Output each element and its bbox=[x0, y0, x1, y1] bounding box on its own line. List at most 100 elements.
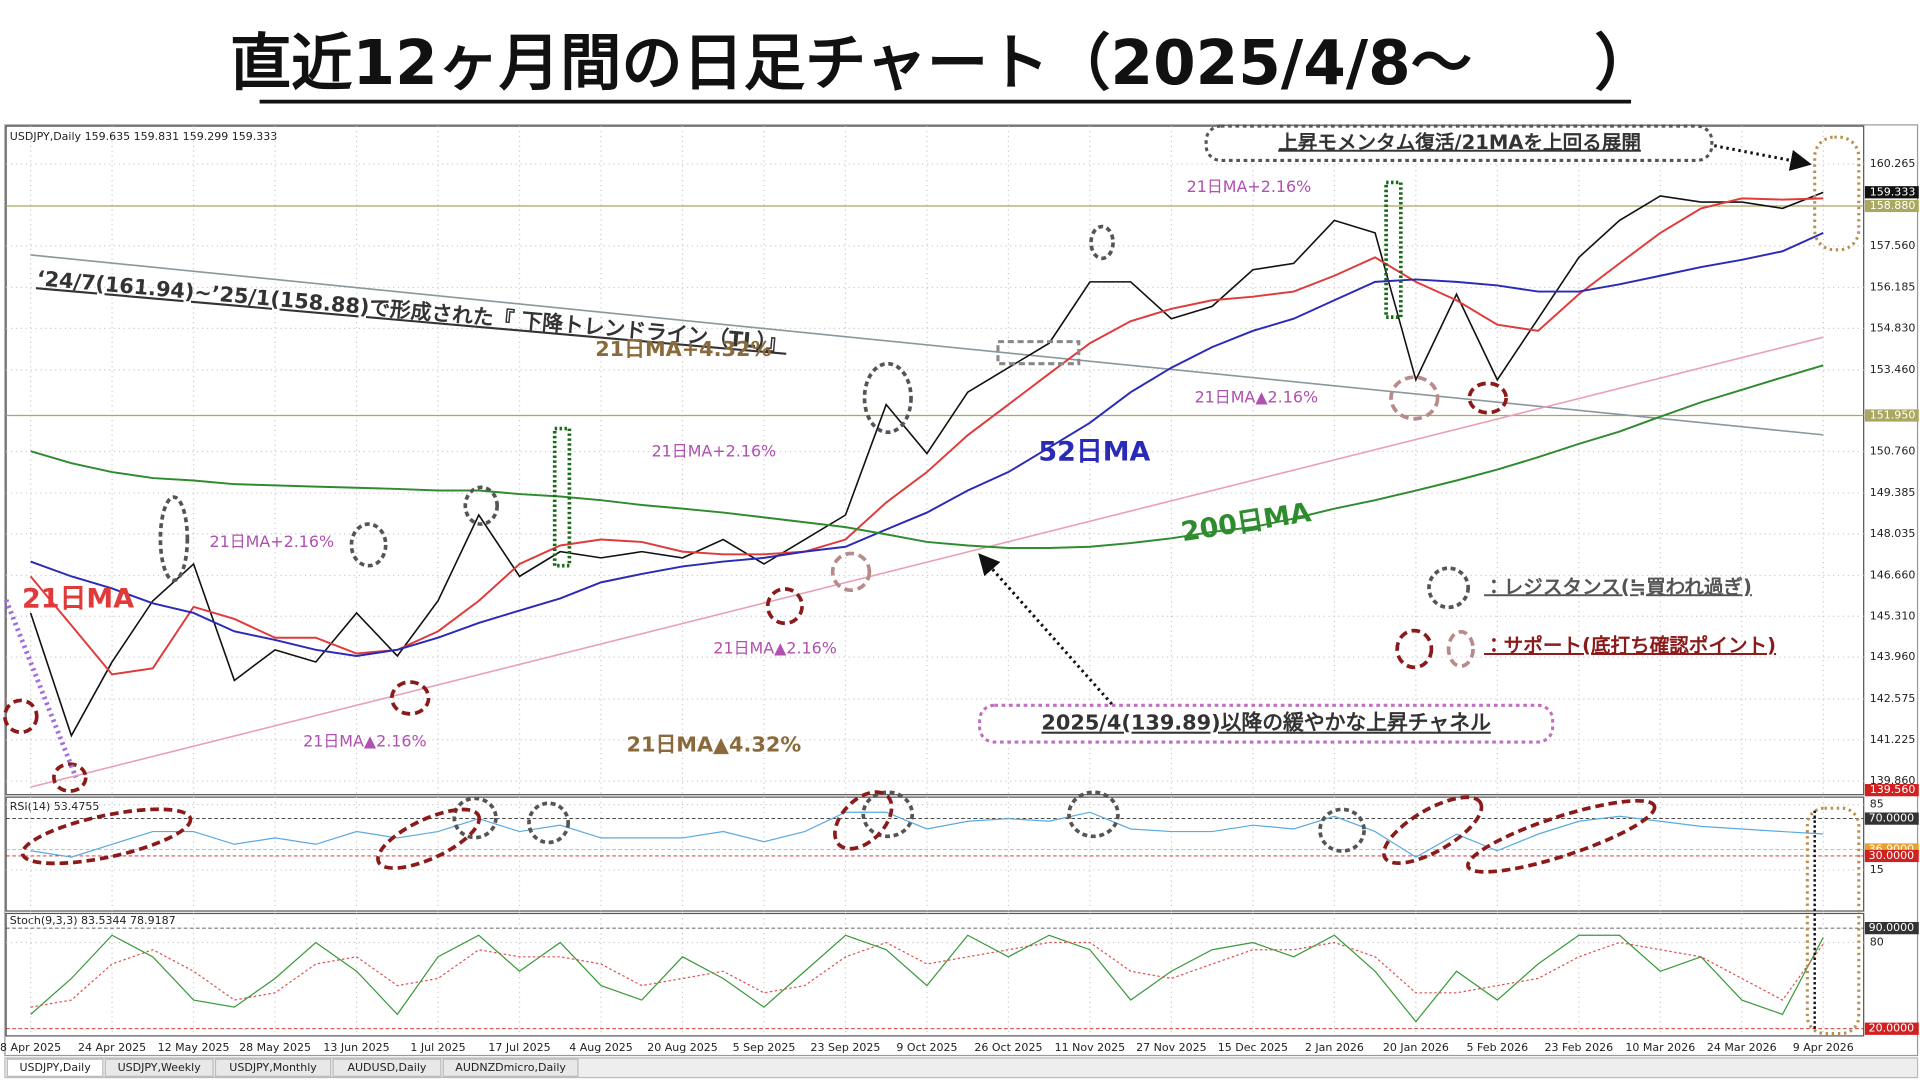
marker-circle bbox=[1446, 630, 1475, 668]
marker-circle bbox=[390, 680, 431, 716]
annotation: ：サポート(底打ち確認ポイント) bbox=[1484, 634, 1776, 657]
tab[interactable] bbox=[6, 1058, 104, 1077]
y-tick-label: 80 bbox=[1870, 936, 1884, 949]
rsi-header: RSI(14) 53.4755 bbox=[10, 800, 100, 813]
annotation: 21日MA+2.16% bbox=[1187, 177, 1312, 196]
annotation: ：レジスタンス(≒買われ過ぎ) bbox=[1484, 575, 1752, 598]
level-label: 20.0000 bbox=[1869, 1022, 1915, 1035]
marker-box bbox=[996, 340, 1081, 366]
annotation-box bbox=[1204, 124, 1714, 162]
trendline bbox=[30, 336, 1824, 788]
y-tick-label: 146.660 bbox=[1870, 568, 1916, 581]
y-tick-label: 154.830 bbox=[1870, 321, 1916, 334]
x-tick-label: 1 Jul 2025 bbox=[410, 1041, 465, 1054]
marker-circle bbox=[52, 762, 88, 793]
y-tick-label: 148.035 bbox=[1870, 527, 1916, 540]
x-tick-label: 26 Oct 2025 bbox=[974, 1041, 1042, 1054]
x-tick-label: 27 Nov 2025 bbox=[1136, 1041, 1207, 1054]
tab[interactable] bbox=[104, 1058, 214, 1077]
x-tick-label: 2 Jan 2026 bbox=[1305, 1041, 1364, 1054]
marker-circle bbox=[3, 698, 39, 735]
tab[interactable] bbox=[214, 1058, 332, 1077]
marker-box bbox=[1384, 180, 1403, 319]
y-tick-label: 142.575 bbox=[1870, 692, 1916, 705]
marker-circle bbox=[1389, 375, 1440, 421]
marker-circle bbox=[158, 495, 190, 583]
arrow bbox=[978, 553, 1113, 706]
x-tick-label: 9 Apr 2026 bbox=[1793, 1041, 1854, 1054]
x-tick-label: 20 Jan 2026 bbox=[1383, 1041, 1449, 1054]
level-box bbox=[1864, 812, 1919, 825]
marker-circle bbox=[527, 801, 570, 845]
y-tick-label: 141.225 bbox=[1870, 733, 1916, 746]
marker-circle bbox=[862, 361, 913, 435]
tab[interactable] bbox=[442, 1058, 579, 1077]
chart-title: 直近12ヶ月間の日足チャート（2025/4/8～ ） bbox=[230, 28, 1656, 99]
annotation: 21日MA▲2.16% bbox=[1195, 387, 1319, 406]
y-tick-label: 143.960 bbox=[1870, 650, 1916, 663]
series-label: 52日MA bbox=[1038, 437, 1150, 468]
x-tick-label: 5 Feb 2026 bbox=[1467, 1041, 1529, 1054]
marker-circle bbox=[452, 796, 498, 840]
marker-circle bbox=[349, 522, 388, 568]
channel-label-box bbox=[978, 703, 1555, 744]
level-box bbox=[1864, 1022, 1919, 1035]
marker-circle bbox=[1467, 381, 1508, 415]
tab[interactable] bbox=[332, 1058, 442, 1077]
channel-highlight bbox=[3, 599, 79, 779]
level-label: 30.0000 bbox=[1869, 849, 1915, 862]
price-box bbox=[1864, 199, 1919, 213]
annotation: 上昇モメンタム復活/21MAを上回る展開 bbox=[1278, 131, 1641, 154]
stoch-header: Stoch(9,3,3) 83.5344 78.9187 bbox=[10, 914, 176, 927]
annotation: 21日MA+2.16% bbox=[652, 441, 777, 460]
marker-circle bbox=[1466, 798, 1657, 874]
price-header: USDJPY,Daily 159.635 159.831 159.299 159… bbox=[10, 130, 278, 143]
level-label: 70.0000 bbox=[1869, 812, 1915, 825]
tab-label[interactable]: USDJPY,Weekly bbox=[118, 1061, 202, 1074]
level-box bbox=[1864, 922, 1919, 935]
price-box-label: 158.880 bbox=[1870, 199, 1916, 212]
marker-circle bbox=[765, 587, 804, 626]
x-tick-label: 12 May 2025 bbox=[158, 1041, 230, 1054]
y-tick-label: 150.760 bbox=[1870, 444, 1916, 457]
y-tick-label: 145.310 bbox=[1870, 609, 1916, 622]
x-tick-label: 24 Apr 2025 bbox=[78, 1041, 146, 1054]
marker-circle bbox=[1395, 628, 1434, 670]
marker-circle bbox=[833, 790, 894, 851]
price-box bbox=[1864, 409, 1919, 422]
y-tick-label: 139.860 bbox=[1870, 774, 1916, 787]
y-tick-label: 15 bbox=[1870, 863, 1884, 876]
arrow bbox=[1713, 144, 1812, 171]
y-tick-label: 160.265 bbox=[1870, 157, 1916, 170]
marker-circle bbox=[463, 485, 499, 526]
series-line bbox=[30, 364, 1824, 549]
y-tick-label: 149.385 bbox=[1870, 486, 1916, 499]
tab-label[interactable]: USDJPY,Daily bbox=[19, 1061, 91, 1074]
tab-label[interactable]: USDJPY,Monthly bbox=[229, 1061, 317, 1074]
x-tick-label: 8 Apr 2025 bbox=[0, 1041, 61, 1054]
x-tick-label: 20 Aug 2025 bbox=[647, 1041, 718, 1054]
x-tick-label: 11 Nov 2025 bbox=[1055, 1041, 1126, 1054]
marker-box bbox=[1813, 135, 1861, 252]
x-tick-label: 24 Mar 2026 bbox=[1707, 1041, 1777, 1054]
series-line bbox=[30, 941, 1824, 1008]
trendline-label: 2025/4(139.89)以降の緩やかな上昇チャネル bbox=[1041, 711, 1491, 735]
x-tick-label: 10 Mar 2026 bbox=[1625, 1041, 1695, 1054]
marker-circle bbox=[376, 807, 482, 870]
series-label: 21日MA bbox=[22, 584, 134, 615]
annotation: 21日MA▲4.32% bbox=[627, 733, 802, 757]
tab-label[interactable]: AUDUSD,Daily bbox=[347, 1061, 426, 1074]
y-tick-label: 85 bbox=[1870, 798, 1884, 811]
level-label: 90.0000 bbox=[1869, 921, 1915, 934]
marker-circle bbox=[1318, 807, 1366, 853]
y-tick-label: 156.185 bbox=[1870, 280, 1916, 293]
annotation: 21日MA▲2.16% bbox=[713, 638, 837, 657]
close-line bbox=[29, 191, 1824, 738]
series-line bbox=[30, 811, 1824, 858]
level-box bbox=[1864, 849, 1919, 863]
tab-label[interactable]: AUDNZDmicro,Daily bbox=[455, 1061, 566, 1074]
x-tick-label: 28 May 2025 bbox=[239, 1041, 311, 1054]
marker-circle bbox=[861, 790, 915, 839]
